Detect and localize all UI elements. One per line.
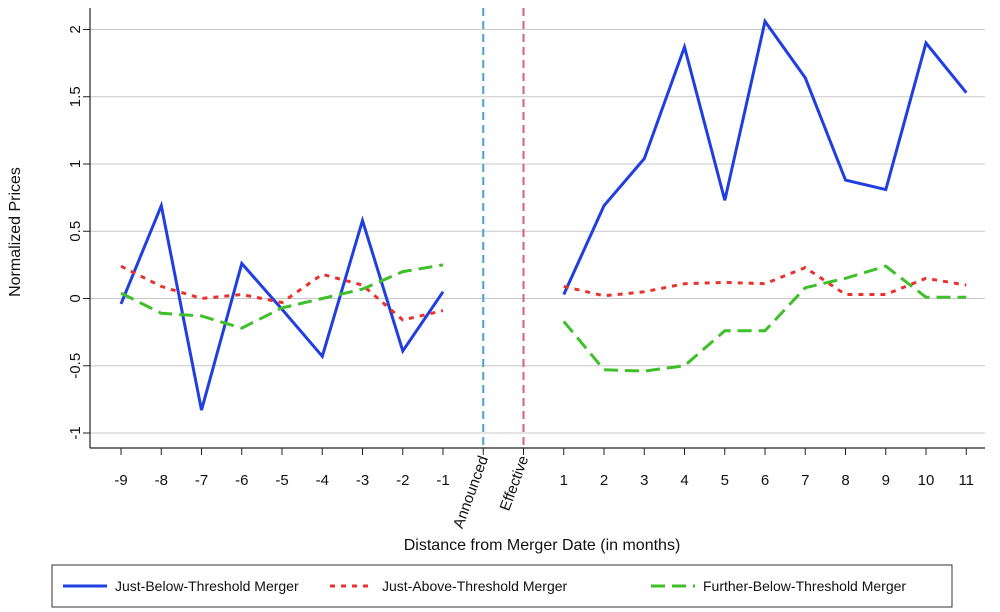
y-axis-title: Normalized Prices <box>7 167 24 297</box>
legend-label: Just-Above-Threshold Merger <box>382 578 568 594</box>
x-tick-label: -8 <box>155 472 168 489</box>
x-tick-label: -7 <box>195 472 208 489</box>
y-tick-label: 1.5 <box>67 86 84 107</box>
y-axis-ticks: -1 -0.5 0 0.5 1 1.5 2 <box>67 25 90 440</box>
y-tick-label: -1 <box>67 426 84 439</box>
x-tick-label: 10 <box>918 472 935 489</box>
x-tick-label: -9 <box>114 472 127 489</box>
series-lines <box>119 17 968 411</box>
legend-box <box>51 564 953 608</box>
x-tick-label: 6 <box>761 472 769 489</box>
x-tick-label: 9 <box>882 472 890 489</box>
series-line-3 <box>562 264 967 373</box>
y-tick-label: 1 <box>67 160 84 168</box>
x-tick-label: 7 <box>801 472 809 489</box>
x-tick-label: 1 <box>560 472 568 489</box>
legend-label: Just-Below-Threshold Merger <box>115 578 299 594</box>
x-tick-label: 8 <box>841 472 849 489</box>
x-tick-label: 3 <box>640 472 648 489</box>
x-tick-label: -1 <box>436 472 449 489</box>
event-lines <box>482 8 525 448</box>
legend-label: Further-Below-Threshold Merger <box>703 578 906 594</box>
axes <box>89 8 985 449</box>
legend: Just-Below-Threshold Merger Just-Above-Th… <box>51 564 953 608</box>
y-tick-label: 0.5 <box>67 221 84 242</box>
y-tick-label: -0.5 <box>67 353 84 379</box>
y-tick-label: 0 <box>67 294 84 302</box>
grid-lines <box>90 29 985 434</box>
x-tick-label: 11 <box>958 472 974 489</box>
y-tick-label: 2 <box>67 25 84 33</box>
x-axis-title: Distance from Merger Date (in months) <box>404 537 681 554</box>
x-tick-label: -5 <box>275 472 288 489</box>
x-tick-label: 5 <box>721 472 729 489</box>
x-tick-label: -4 <box>316 472 329 489</box>
series-line-1 <box>562 17 968 296</box>
series-line-2 <box>563 265 967 298</box>
x-tick-label: -3 <box>356 472 369 489</box>
series-line-2 <box>120 264 444 322</box>
x-axis-ticks: -9 -8 -7 -6 -5 -4 -3 -2 -1 Announced Effective 1 2 3 4… <box>114 448 974 531</box>
x-tick-label: 4 <box>680 472 688 489</box>
x-tick-label: 2 <box>600 472 608 489</box>
series-line-3 <box>120 263 444 330</box>
x-tick-label: -2 <box>396 472 409 489</box>
x-tick-label: -6 <box>235 472 248 489</box>
